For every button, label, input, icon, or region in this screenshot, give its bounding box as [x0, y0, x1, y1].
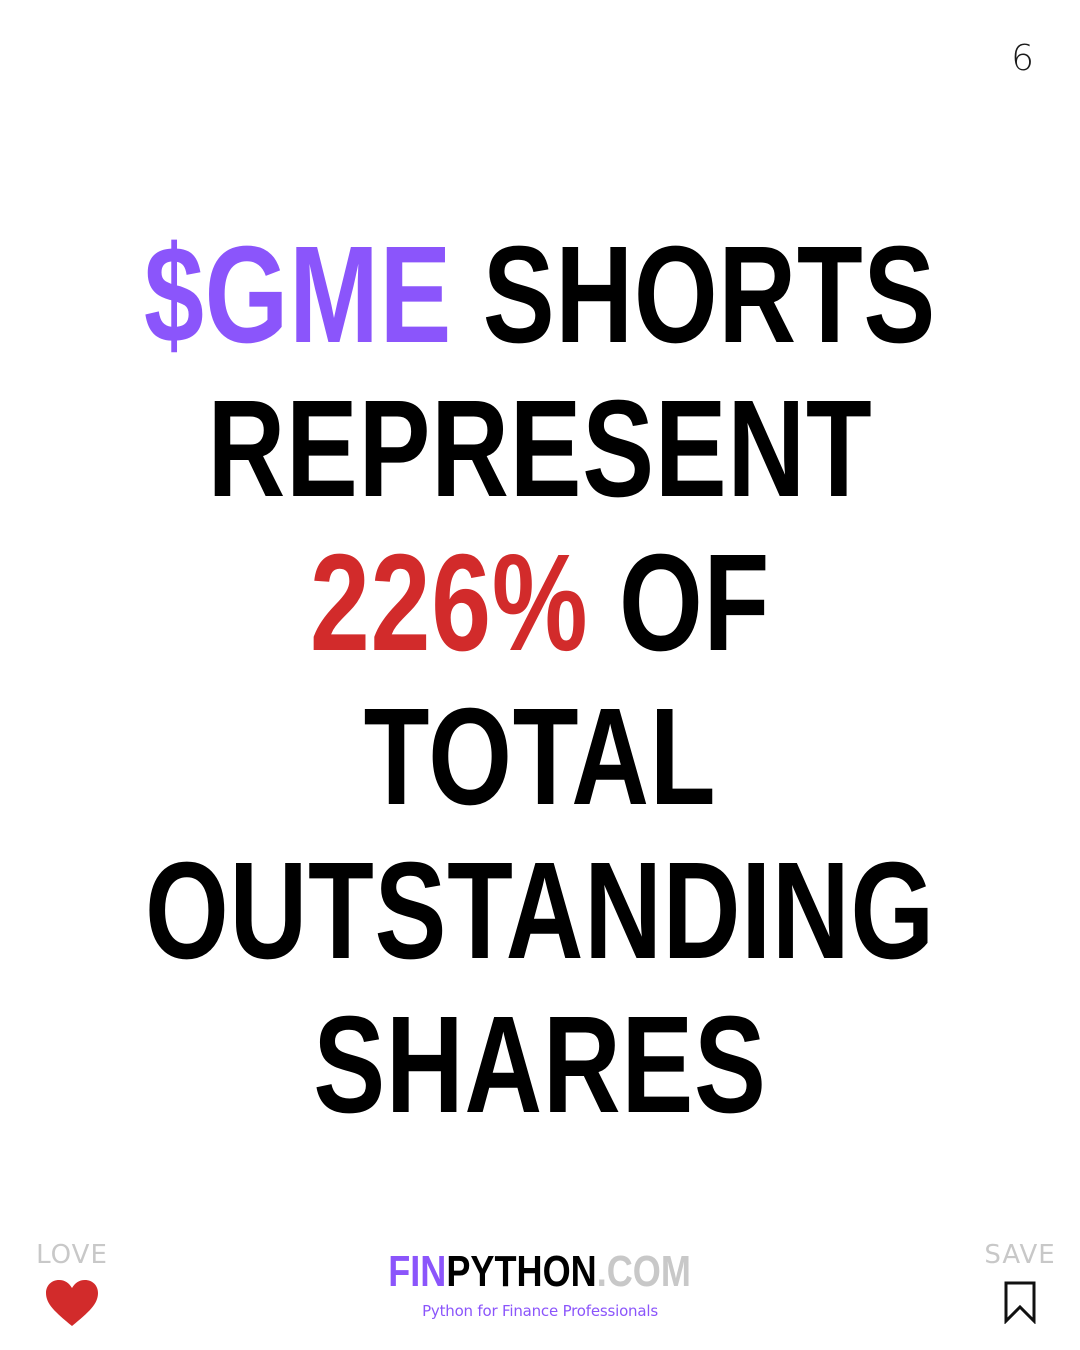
- bookmark-icon: [1004, 1281, 1036, 1324]
- page-number: 6: [1011, 38, 1034, 79]
- save-button[interactable]: SAVE: [982, 1240, 1058, 1329]
- heart-icon: [46, 1280, 98, 1326]
- percentage-highlight: 226%: [309, 526, 589, 680]
- headline-line-1-text: SHORTS: [452, 218, 937, 372]
- love-label: LOVE: [36, 1240, 108, 1270]
- headline: $GME SHORTS REPRESENT 226% OF TOTAL OUTS…: [0, 218, 1080, 1142]
- headline-line-5: OUTSTANDING: [145, 834, 935, 988]
- brand-tagline: Python for Finance Professionals: [422, 1302, 658, 1320]
- brand-fin: FIN: [388, 1247, 447, 1296]
- headline-line-3-text: OF: [588, 526, 771, 680]
- love-button[interactable]: LOVE: [36, 1240, 108, 1333]
- headline-line-3: 226% OF: [119, 526, 961, 680]
- headline-line-6: SHARES: [313, 988, 767, 1142]
- brand-wordmark: FINPYTHON.COM: [389, 1248, 692, 1296]
- headline-line-2: REPRESENT: [207, 372, 873, 526]
- brand-logo: FINPYTHON.COM Python for Finance Profess…: [0, 1248, 1080, 1321]
- headline-line-1: $GME SHORTS: [119, 218, 961, 372]
- headline-line-4: TOTAL: [363, 680, 717, 834]
- save-label: SAVE: [984, 1240, 1056, 1270]
- ticker-highlight: $GME: [143, 218, 453, 372]
- brand-python: PYTHON: [446, 1247, 598, 1296]
- brand-com: .COM: [597, 1247, 692, 1296]
